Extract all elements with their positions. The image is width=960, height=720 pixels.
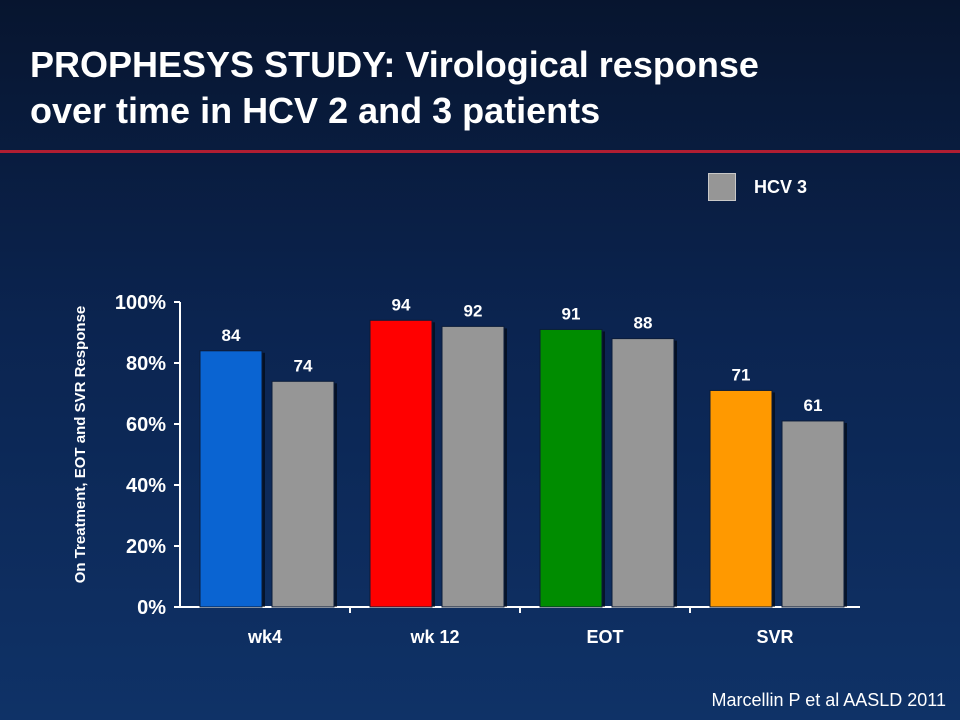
data-label: 88 bbox=[634, 314, 653, 333]
x-category-label: wk4 bbox=[247, 627, 282, 647]
legend-swatch-hcv3 bbox=[708, 173, 736, 201]
bar-hcv2-3 bbox=[709, 389, 773, 608]
bar-hcv3-3 bbox=[781, 420, 845, 608]
y-tick-label: 0% bbox=[137, 597, 166, 619]
data-label: 61 bbox=[804, 396, 823, 415]
x-category-label: EOT bbox=[586, 627, 623, 647]
bar-hcv3-1 bbox=[441, 325, 505, 608]
bar-hcv2-0 bbox=[199, 350, 263, 608]
title-line-1: PROPHESYS STUDY: Virological response bbox=[30, 44, 759, 85]
y-tick-label: 80% bbox=[126, 353, 166, 375]
data-label: 74 bbox=[294, 356, 313, 375]
y-tick-label: 100% bbox=[115, 292, 166, 314]
legend: HCV 3 bbox=[708, 172, 807, 202]
data-label: 91 bbox=[562, 304, 581, 323]
y-tick-label: 60% bbox=[126, 414, 166, 436]
bar-hcv3-0 bbox=[271, 380, 335, 608]
title-divider bbox=[0, 150, 960, 153]
y-tick-label: 20% bbox=[126, 536, 166, 558]
bar-hcv3-2 bbox=[611, 338, 675, 608]
data-label: 71 bbox=[732, 365, 751, 384]
y-axis-label: On Treatment, EOT and SVR Response bbox=[72, 306, 89, 584]
slide-title: PROPHESYS STUDY: Virological response ov… bbox=[30, 42, 940, 134]
x-category-label: wk 12 bbox=[409, 627, 459, 647]
data-label: 92 bbox=[464, 301, 483, 320]
citation: Marcellin P et al AASLD 2011 bbox=[711, 690, 946, 710]
data-label: 94 bbox=[392, 295, 411, 314]
data-label: 84 bbox=[222, 326, 241, 345]
legend-label-hcv3: HCV 3 bbox=[754, 176, 808, 197]
y-tick-label: 40% bbox=[126, 475, 166, 497]
title-line-2: over time in HCV 2 and 3 patients bbox=[30, 90, 601, 131]
bar-hcv2-2 bbox=[539, 328, 603, 608]
bar-hcv2-1 bbox=[369, 319, 433, 608]
x-category-label: SVR bbox=[756, 627, 793, 647]
